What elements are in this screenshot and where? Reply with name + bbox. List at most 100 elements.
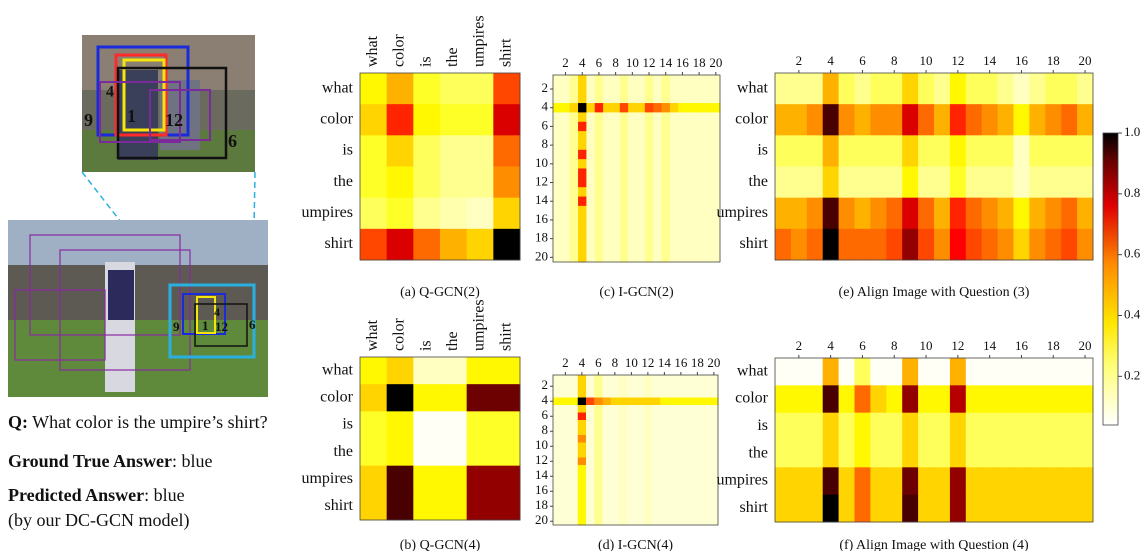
heat-cell bbox=[710, 495, 719, 503]
heat-cell bbox=[982, 385, 998, 413]
heat-cell bbox=[553, 243, 562, 253]
heat-cell bbox=[645, 131, 654, 141]
crop-image: 4 9 1 12 6 bbox=[82, 35, 255, 172]
heat-cell bbox=[886, 440, 902, 468]
heat-cell bbox=[693, 510, 702, 518]
heat-cell bbox=[595, 131, 604, 141]
heat-cell bbox=[561, 480, 570, 488]
heat-cell bbox=[695, 94, 704, 104]
x-tick-label: 16 bbox=[1015, 53, 1029, 68]
heat-cell bbox=[652, 405, 661, 413]
heat-cell bbox=[902, 467, 918, 495]
heat-cell bbox=[702, 398, 711, 406]
heat-cell bbox=[595, 253, 604, 263]
heat-cell bbox=[685, 458, 694, 466]
heat-cell bbox=[775, 104, 791, 136]
heat-cell bbox=[553, 178, 562, 188]
heat-cell bbox=[387, 135, 414, 167]
y-tick-label: the bbox=[748, 173, 768, 190]
heat-cell bbox=[934, 440, 950, 468]
box-label: 6 bbox=[228, 131, 237, 151]
heat-cell bbox=[685, 473, 694, 481]
x-tick-label: 8 bbox=[612, 355, 619, 370]
heat-cell bbox=[561, 253, 570, 263]
heat-cell bbox=[1014, 135, 1030, 167]
heat-cell bbox=[637, 94, 646, 104]
heat-cell bbox=[493, 357, 520, 385]
heat-cell bbox=[710, 458, 719, 466]
heat-cell bbox=[775, 467, 791, 495]
heat-cell bbox=[886, 413, 902, 441]
heat-cell bbox=[652, 503, 661, 511]
heat-cell bbox=[687, 84, 696, 94]
heat-cell bbox=[603, 488, 612, 496]
heat-cell bbox=[578, 450, 587, 458]
heat-cell bbox=[628, 140, 637, 150]
heat-cell bbox=[775, 73, 791, 105]
heat-cell bbox=[645, 94, 654, 104]
heat-cell bbox=[594, 518, 603, 526]
heat-cell bbox=[687, 150, 696, 160]
heat-cell bbox=[620, 206, 629, 216]
heat-cell bbox=[619, 495, 628, 503]
heat-cell bbox=[855, 135, 871, 167]
heat-cell bbox=[561, 234, 570, 244]
heat-cell bbox=[553, 518, 562, 526]
heat-cell bbox=[611, 122, 620, 132]
heat-cell bbox=[628, 178, 637, 188]
heat-cell bbox=[360, 198, 387, 230]
heat-cell bbox=[595, 103, 604, 113]
heat-cell bbox=[702, 503, 711, 511]
heat-cell bbox=[636, 420, 645, 428]
heat-cell bbox=[561, 103, 570, 113]
heat-cell bbox=[1029, 229, 1045, 261]
heat-cell bbox=[620, 84, 629, 94]
heat-cell bbox=[561, 458, 570, 466]
heat-cell bbox=[660, 465, 669, 473]
heat-cell bbox=[594, 488, 603, 496]
heat-cell bbox=[644, 435, 653, 443]
heat-cell bbox=[703, 234, 712, 244]
heat-cell bbox=[670, 187, 679, 197]
heat-cell bbox=[619, 450, 628, 458]
heat-cell bbox=[918, 495, 934, 523]
y-tick-label: umpires bbox=[716, 204, 768, 221]
heat-cell bbox=[645, 178, 654, 188]
heat-cell bbox=[710, 435, 719, 443]
heat-cell bbox=[950, 413, 966, 441]
heat-cell bbox=[703, 150, 712, 160]
heat-cell bbox=[586, 159, 595, 169]
heat-cell bbox=[493, 439, 520, 467]
heat-cell bbox=[611, 75, 620, 85]
heat-cell bbox=[578, 405, 587, 413]
heat-cell bbox=[586, 131, 595, 141]
heat-cell bbox=[653, 159, 662, 169]
caption: (e) Align Image with Question (3) bbox=[839, 285, 1030, 300]
heat-cell bbox=[678, 75, 687, 85]
heat-cell bbox=[603, 197, 612, 207]
y-tick-label: 8 bbox=[542, 422, 549, 437]
colorbar-tick-label: 0.4 bbox=[1124, 306, 1141, 321]
heat-cell bbox=[693, 503, 702, 511]
heat-cell bbox=[712, 178, 721, 188]
heat-cell bbox=[695, 234, 704, 244]
heat-cell bbox=[570, 206, 579, 216]
colorbar bbox=[1103, 133, 1118, 425]
heat-cell bbox=[440, 493, 467, 521]
heat-cell bbox=[710, 518, 719, 526]
heat-cell bbox=[586, 458, 595, 466]
heat-cell bbox=[570, 122, 579, 132]
heat-cell bbox=[934, 104, 950, 136]
heat-cell bbox=[637, 187, 646, 197]
heat-cell bbox=[594, 458, 603, 466]
heat-cell bbox=[662, 112, 671, 122]
y-tick-label: 18 bbox=[535, 497, 548, 512]
heat-cell bbox=[870, 167, 886, 199]
heat-cell bbox=[702, 383, 711, 391]
heat-cell bbox=[578, 398, 587, 406]
heat-cell bbox=[578, 150, 587, 160]
heat-cell bbox=[693, 480, 702, 488]
heat-cell bbox=[620, 159, 629, 169]
heat-cell bbox=[791, 495, 807, 523]
heat-cell bbox=[677, 495, 686, 503]
